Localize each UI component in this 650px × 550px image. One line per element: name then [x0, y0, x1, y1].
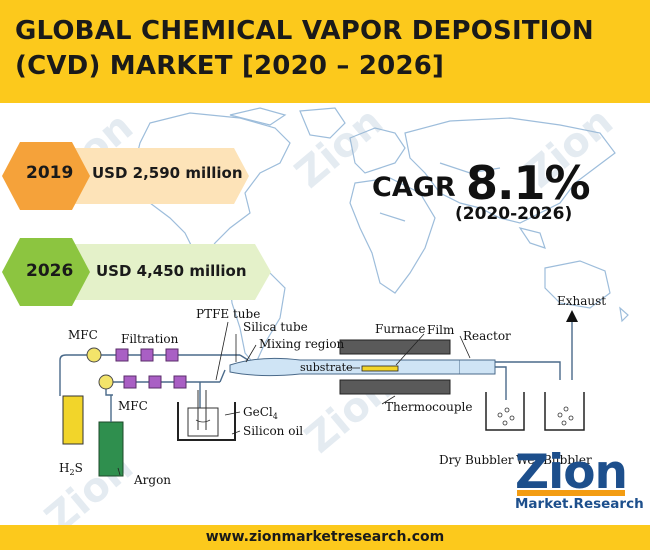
title-banner: GLOBAL CHEMICAL VAPOR DEPOSITION (CVD) M…	[0, 0, 650, 103]
label-ptfe-tube: PTFE tube	[196, 307, 260, 321]
stat-year-2019: 2019	[26, 163, 74, 183]
cvd-process-diagram: MFC Filtration PTFE tube Silica tube Mix…	[59, 294, 606, 487]
label-dry-bubbler: Dry Bubbler	[439, 453, 514, 467]
title-line-2: (CVD) MARKET [2020 – 2026]	[15, 51, 445, 81]
cagr-value: 8.1%	[466, 156, 591, 210]
stat-badge-2026	[2, 238, 271, 306]
cagr-label: CAGR	[372, 172, 456, 203]
label-exhaust: Exhaust	[557, 294, 606, 308]
page-title: GLOBAL CHEMICAL VAPOR DEPOSITION (CVD) M…	[15, 14, 635, 84]
furnace-top	[339, 339, 451, 355]
cagr-period: (2020-2026)	[455, 204, 573, 224]
label-reactor: Reactor	[463, 329, 511, 343]
logo-accent-bar	[517, 490, 625, 496]
label-h2s: H2S	[59, 461, 83, 477]
label-substrate: substrate	[300, 361, 353, 374]
label-thermocouple: Thermocouple	[385, 400, 472, 414]
mfc-top-icon	[86, 347, 102, 363]
label-silica-tube: Silica tube	[243, 320, 308, 334]
zion-logo: Zion Market.Research	[515, 445, 644, 520]
label-film: Film	[427, 323, 455, 337]
furnace-bottom	[339, 379, 451, 395]
h2s-cylinder	[62, 395, 84, 445]
stat-year-2026: 2026	[26, 261, 74, 281]
label-wet-bubbler: Wet Bubbler	[516, 453, 592, 467]
label-filtration: Filtration	[121, 332, 179, 346]
argon-cylinder	[98, 421, 124, 477]
label-mfc-top: MFC	[68, 328, 98, 342]
label-argon: Argon	[133, 473, 171, 487]
label-mixing-region: Mixing region	[259, 337, 345, 351]
mfc-bottom-icon	[98, 374, 114, 390]
title-line-1: GLOBAL CHEMICAL VAPOR DEPOSITION	[15, 16, 594, 46]
stat-value-2019: USD 2,590 million	[92, 164, 243, 182]
footer-banner: www.zionmarketresearch.com	[0, 525, 650, 550]
label-furnace: Furnace	[375, 322, 426, 336]
label-silicon-oil: Silicon oil	[243, 424, 303, 438]
footer-url: www.zionmarketresearch.com	[205, 529, 445, 545]
stat-badge-2019	[2, 142, 249, 210]
logo-name: Zion	[515, 445, 628, 500]
logo-subtitle: Market.Research	[515, 496, 644, 512]
label-gecl4: GeCl4	[243, 405, 278, 421]
label-mfc-bottom: MFC	[118, 399, 148, 413]
stat-value-2026: USD 4,450 million	[96, 262, 247, 280]
